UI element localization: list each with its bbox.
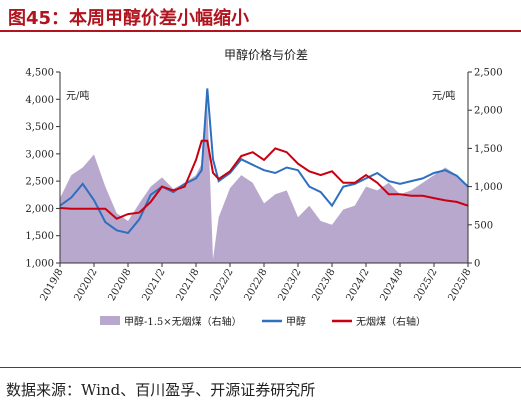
left-axis-unit: 元/吨 xyxy=(66,89,89,102)
title-rule xyxy=(0,30,521,32)
x-tick-label: 2024/2 xyxy=(344,267,371,303)
legend-label: 甲醇-1.5×无烟煤（右轴） xyxy=(124,315,242,328)
chart-title: 甲醇价格与价差 xyxy=(224,47,308,62)
methanol-price-chart: 甲醇价格与价差 1,000 1,500 2,000 2,500 3,000 3,500 4,… xyxy=(25,47,502,328)
x-tick-label: 2021/2 xyxy=(140,267,167,303)
footer-rule xyxy=(0,367,521,368)
x-tick-label: 2022/8 xyxy=(242,267,269,303)
series-line-methanol xyxy=(59,88,469,235)
series-area-spread xyxy=(60,102,468,263)
left-tick-label: 2,000 xyxy=(25,204,54,215)
x-tick-label: 2020/2 xyxy=(72,267,99,303)
x-tick-label: 2021/8 xyxy=(174,267,201,303)
left-tick-label: 3,000 xyxy=(25,149,54,160)
data-source: 数据来源：Wind、百川盈孚、开源证券研究所 xyxy=(6,381,316,399)
right-tick-label: 1,000 xyxy=(474,182,503,193)
right-tick-label: 0 xyxy=(474,259,480,270)
legend-label: 甲醇 xyxy=(286,315,306,328)
legend-swatch xyxy=(100,316,120,325)
figure-title: 图45：本周甲醇价差小幅缩小 xyxy=(8,8,250,29)
plot-area: 1,000 1,500 2,000 2,500 3,000 3,500 4,000 4,500… xyxy=(25,68,502,303)
left-tick-label: 3,500 xyxy=(25,122,54,133)
x-tick-label: 2025/8 xyxy=(446,267,473,303)
left-tick-label: 2,500 xyxy=(25,177,54,188)
left-tick-label: 4,500 xyxy=(25,68,54,79)
x-tick-label: 2025/2 xyxy=(412,267,439,303)
legend-label: 无烟煤（右轴） xyxy=(356,315,426,328)
right-tick-label: 1,500 xyxy=(474,144,503,155)
x-tick-label: 2022/2 xyxy=(208,267,235,303)
left-tick-label: 4,000 xyxy=(25,95,54,106)
legend-item-methanol: 甲醇 xyxy=(262,315,306,328)
right-axis-unit: 元/吨 xyxy=(432,89,455,102)
legend-item-spread: 甲醇-1.5×无烟煤（右轴） xyxy=(100,315,242,328)
left-tick-label: 1,000 xyxy=(25,259,54,270)
series-line-coal xyxy=(59,139,469,220)
x-tick-label: 2024/8 xyxy=(378,267,405,303)
right-tick-label: 2,500 xyxy=(474,68,503,79)
x-tick-label: 2019/8 xyxy=(38,267,65,303)
right-tick-label: 500 xyxy=(474,220,493,231)
legend-item-coal: 无烟煤（右轴） xyxy=(332,315,426,328)
x-tick-label: 2020/8 xyxy=(106,267,133,303)
legend: 甲醇-1.5×无烟煤（右轴） 甲醇 无烟煤（右轴） xyxy=(100,315,426,328)
x-tick-label: 2023/8 xyxy=(310,267,337,303)
x-tick-label: 2023/2 xyxy=(276,267,303,303)
right-tick-label: 2,000 xyxy=(474,106,503,117)
left-tick-label: 1,500 xyxy=(25,231,54,242)
